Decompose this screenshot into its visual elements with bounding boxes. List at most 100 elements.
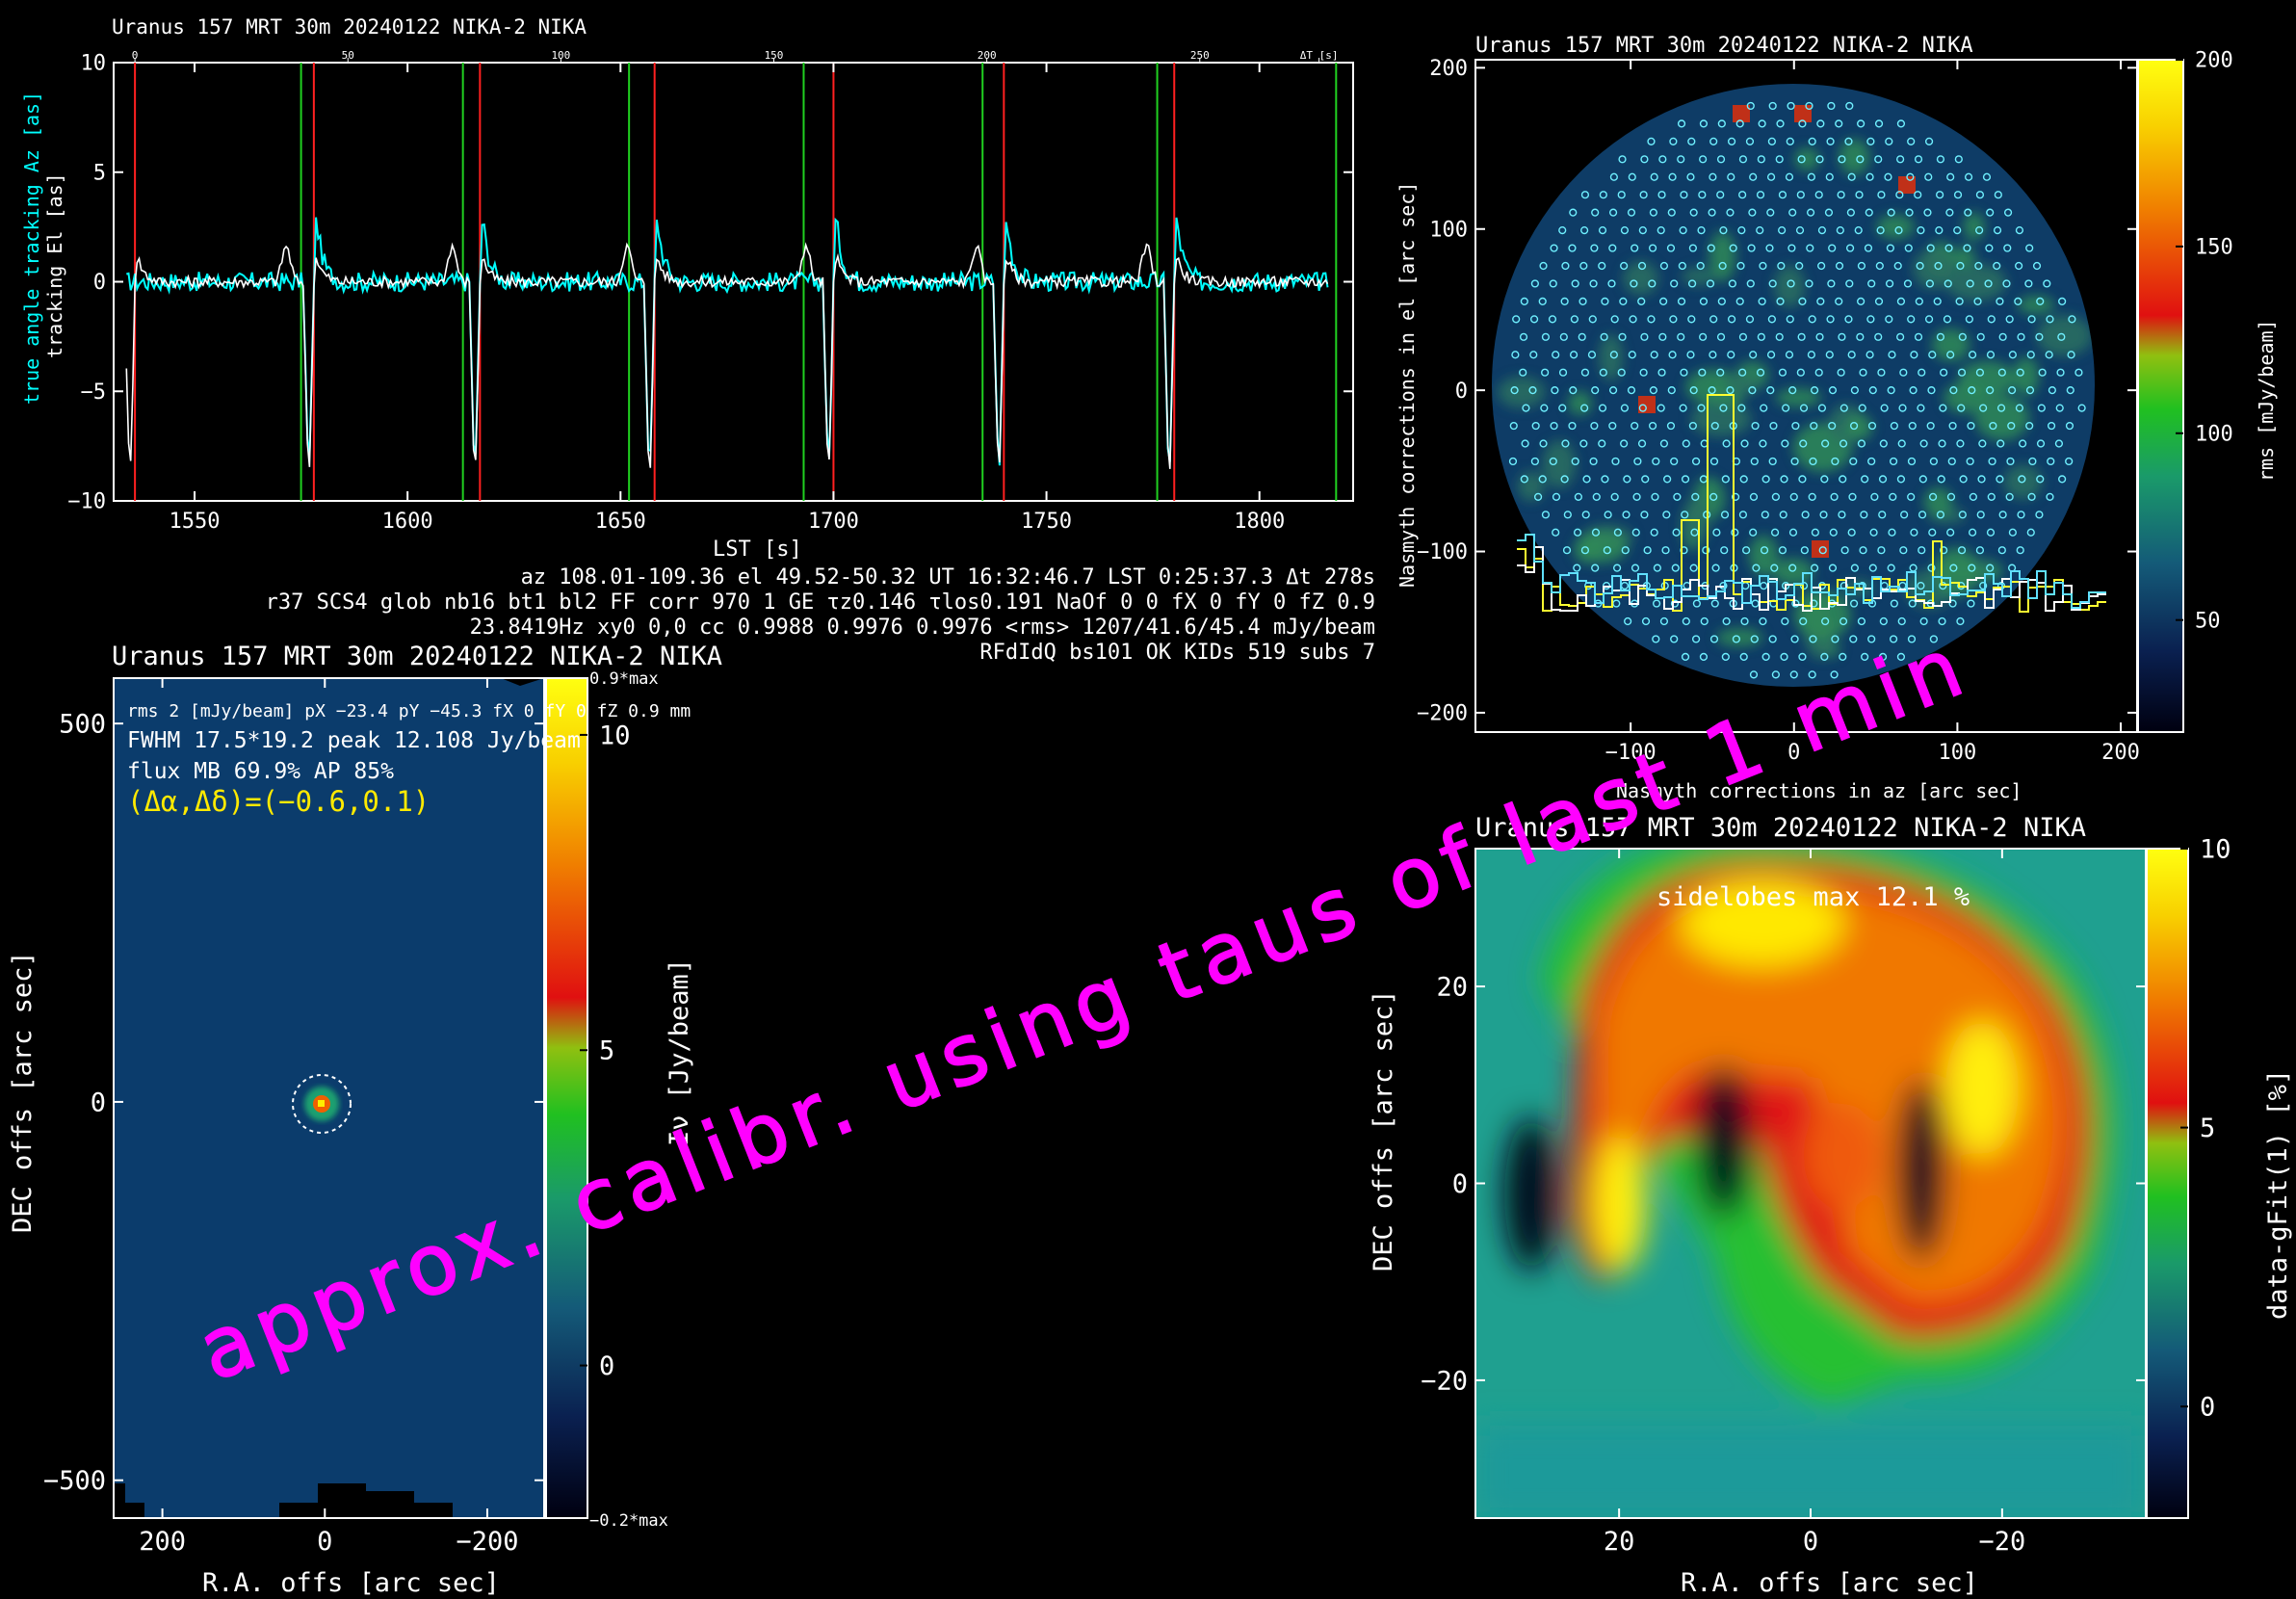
kid-marker [1761, 475, 1770, 484]
kid-marker [1817, 225, 1827, 235]
kid-marker [1796, 368, 1805, 377]
kid-marker [1867, 635, 1876, 643]
kid-marker [1966, 279, 1974, 288]
kid-marker [1968, 564, 1976, 572]
kid-marker [1718, 261, 1727, 271]
nasmyth-ytick-label: −100 [1417, 540, 1468, 564]
tracking-xtick-label: 1800 [1234, 510, 1285, 534]
kid-marker [1854, 225, 1863, 235]
kid-marker [1861, 475, 1869, 484]
sidelobes-cb-tick-label: 5 [2200, 1114, 2215, 1143]
kid-marker [1647, 137, 1656, 145]
kid-marker [1933, 297, 1942, 305]
kid-marker [1756, 225, 1764, 235]
kid-marker [1975, 368, 1985, 377]
kid-marker [1766, 351, 1776, 359]
tracking-ytick-label: −5 [81, 380, 107, 405]
kid-marker [2058, 297, 2067, 305]
kid-marker [1917, 225, 1925, 235]
kid-marker [1799, 404, 1809, 412]
kid-marker [1539, 261, 1548, 271]
map-xlabel: R.A. offs [arc sec] [202, 1568, 500, 1598]
kid-marker [1778, 191, 1787, 199]
kid-marker [1573, 528, 1582, 537]
kid-marker [2065, 421, 2074, 431]
kid-marker [2047, 421, 2056, 431]
kid-marker [1835, 261, 1844, 271]
kid-marker [1977, 475, 1986, 484]
kid-marker [1716, 155, 1726, 164]
kid-marker [1679, 225, 1687, 235]
kid-marker [1949, 564, 1958, 572]
kid-marker [1688, 421, 1697, 431]
kid-marker [1608, 208, 1618, 217]
kid-marker [1987, 315, 1996, 324]
kid-marker [1788, 386, 1797, 395]
kid-marker [1790, 457, 1799, 466]
kid-marker [1771, 670, 1780, 679]
kid-marker [1735, 297, 1744, 305]
kid-marker [1679, 404, 1687, 412]
kid-marker [1529, 351, 1538, 359]
kid-marker [1667, 208, 1676, 217]
kid-marker [1875, 261, 1884, 271]
kid-marker [1752, 564, 1761, 572]
kid-marker [1598, 225, 1607, 235]
source-peak [318, 1100, 325, 1107]
tracking-series [125, 217, 1329, 469]
kid-marker [1610, 492, 1619, 501]
kid-marker [1618, 332, 1627, 341]
kid-marker [1680, 191, 1688, 199]
kid-marker [1840, 546, 1849, 555]
kid-marker [1986, 564, 1995, 572]
kid-marker [1680, 368, 1688, 377]
kid-marker [1541, 368, 1550, 377]
kid-marker [1709, 351, 1717, 359]
kid-marker [1825, 351, 1834, 359]
kid-marker [1896, 297, 1906, 305]
info-line-2: r37 SCS4 glob nb16 bt1 bl2 FF corr 970 1… [266, 590, 1375, 615]
kid-marker [1641, 475, 1650, 484]
kid-marker [1986, 528, 1996, 537]
kid-marker [1943, 315, 1952, 324]
tracking-top-tick-label: 150 [765, 49, 784, 62]
kid-marker [1993, 225, 2002, 235]
kid-marker [1778, 225, 1787, 235]
nasmyth-xlabel: Nasmyth corrections in az [arc sec] [1616, 779, 2022, 802]
kid-marker [1687, 279, 1697, 288]
kid-marker [1738, 368, 1747, 377]
kid-marker [1686, 172, 1695, 181]
tracking-ytick-label: −10 [67, 490, 106, 514]
kid-marker [1910, 528, 1918, 537]
kid-marker [1807, 172, 1815, 181]
kid-marker [1814, 191, 1823, 199]
kid-marker [1738, 191, 1747, 199]
kid-marker [1864, 244, 1873, 252]
kid-marker [1799, 439, 1808, 448]
kid-marker [1838, 332, 1846, 341]
kid-marker [1839, 652, 1847, 661]
kid-marker [1975, 225, 1984, 235]
kid-marker [1807, 351, 1815, 359]
kid-marker [1745, 315, 1755, 324]
kid-marker [1740, 439, 1749, 448]
nasmyth-cb-label: rms [mJy/beam] [2255, 319, 2278, 482]
kid-marker [1887, 386, 1895, 395]
kid-marker [1759, 616, 1767, 626]
kid-marker [1923, 208, 1932, 217]
kid-marker [1927, 386, 1936, 395]
kid-marker [1522, 404, 1530, 412]
sidelobes-ytick-label: 20 [1436, 973, 1468, 1003]
kid-marker [2043, 279, 2051, 288]
kid-marker [1989, 421, 1997, 431]
kid-marker [1820, 652, 1829, 661]
kid-marker [1709, 492, 1718, 501]
map-axes: 200 0 −200 −500 0 500 0 5 10 [43, 678, 631, 1557]
kid-marker [1720, 511, 1730, 519]
kid-marker [1861, 652, 1869, 661]
kid-marker [1964, 208, 1972, 217]
kid-marker [2036, 439, 2046, 448]
kid-marker [1603, 546, 1611, 555]
kid-marker [1769, 421, 1778, 431]
kid-marker [1669, 315, 1678, 324]
